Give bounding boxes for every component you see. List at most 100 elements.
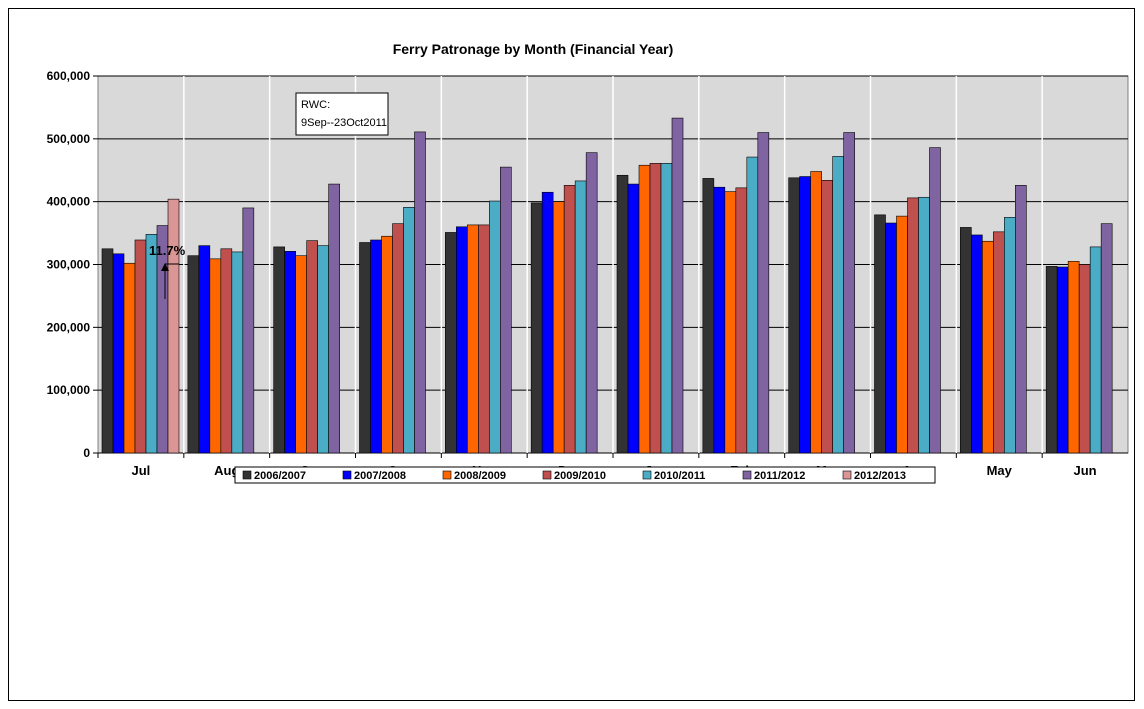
bar-2010-2011-dec [574, 180, 587, 454]
legend-box [234, 466, 936, 484]
bar-2009-2010-aug [220, 248, 233, 454]
bar-2009-2010-sep [306, 240, 318, 454]
rwc-annotation-line1: RWC: [301, 99, 330, 111]
bar-2009-2010-may [993, 231, 1005, 454]
bar-2006-2007-jan [616, 174, 629, 454]
legend-label: 2010/2011 [654, 470, 705, 482]
y-tick-label: 0 [83, 446, 90, 460]
bar-2010-2011-apr [918, 196, 930, 454]
bar-2007-2008-sep [284, 251, 296, 454]
y-tick-label: 400,000 [47, 195, 91, 209]
bar-2010-2011-aug [231, 251, 244, 454]
y-tick-label: 100,000 [47, 383, 91, 397]
legend-label: 2006/2007 [254, 470, 306, 482]
legend-swatch [842, 470, 852, 480]
bar-2008-2009-jul [123, 262, 136, 454]
bar-2008-2009-may [982, 240, 994, 454]
bar-2009-2010-mar [821, 180, 833, 454]
rwc-annotation-box: RWC: 9Sep--23Oct2011 [295, 92, 389, 136]
bar-2012-2013-jul [167, 198, 180, 454]
bar-2007-2008-mar [799, 176, 811, 454]
bar-2011-2012-may [1015, 185, 1027, 454]
bar-2011-2012-oct [414, 131, 426, 454]
y-tick-label: 300,000 [47, 258, 91, 272]
bar-2011-2012-feb [757, 132, 770, 454]
bar-2011-2012-jul [156, 225, 169, 454]
bar-2006-2007-sep [273, 246, 285, 454]
bar-2009-2010-jun [1078, 264, 1091, 454]
bar-2006-2007-aug [187, 255, 200, 454]
y-axis-tick-labels: 0 100,000 200,000 300,000 400,000 500,000 600,… [47, 69, 91, 460]
bar-2010-2011-jun [1089, 246, 1102, 454]
bar-2008-2009-aug [209, 258, 222, 454]
bar-2007-2008-may [971, 234, 983, 454]
bar-2009-2010-jul [134, 239, 147, 454]
bar-2007-2008-aug [198, 245, 211, 454]
bar-2010-2011-feb [746, 156, 759, 454]
legend-label: 2011/2012 [754, 470, 805, 482]
bar-2009-2010-oct [392, 223, 404, 454]
bar-2006-2007-dec [530, 202, 543, 454]
legend: 2006/2007 2007/2008 2008/2009 2009/2010 2010… [234, 466, 936, 484]
y-tick-label: 500,000 [47, 132, 91, 146]
bar-2010-2011-may [1004, 217, 1016, 454]
legend-swatch [342, 470, 352, 480]
bar-2008-2009-dec [552, 201, 565, 454]
bar-2011-2012-apr [929, 147, 941, 454]
bar-2008-2009-nov [467, 224, 479, 454]
bar-2007-2008-feb [713, 186, 726, 454]
bar-2006-2007-jun [1045, 266, 1058, 454]
bar-2006-2007-feb [702, 178, 715, 454]
legend-label: 2008/2009 [454, 470, 506, 482]
legend-label: 2007/2008 [354, 470, 406, 482]
legend-label: 2009/2010 [554, 470, 606, 482]
bar-2007-2008-nov [456, 226, 468, 454]
bar-2006-2007-apr [874, 214, 886, 454]
bar-2011-2012-jun [1100, 223, 1113, 454]
bar-2008-2009-jun [1067, 261, 1080, 454]
growth-label: 11.7% [149, 243, 186, 258]
bar-2007-2008-apr [885, 222, 897, 454]
bar-2008-2009-oct [381, 235, 393, 454]
bar-2006-2007-nov [445, 232, 457, 454]
bar-2011-2012-mar [843, 132, 855, 454]
x-tick-label: May [987, 463, 1013, 478]
bar-2007-2008-jul [112, 253, 125, 454]
chart-frame: Ferry Patronage by Month (Financial Year… [8, 8, 1135, 701]
bar-2006-2007-mar [788, 177, 800, 454]
legend-swatch [642, 470, 652, 480]
bar-2008-2009-sep [295, 255, 307, 454]
growth-annotation: 11.7% [149, 243, 186, 299]
bar-2010-2011-nov [489, 200, 501, 454]
bar-2010-2011-jan [660, 163, 673, 454]
legend-swatch [442, 470, 452, 480]
chart-title: Ferry Patronage by Month (Financial Year… [393, 41, 674, 57]
gridlines [93, 75, 1128, 458]
bar-2006-2007-may [960, 227, 972, 454]
bar-2011-2012-dec [585, 152, 598, 454]
bar-2010-2011-oct [403, 207, 415, 454]
bar-2011-2012-nov [500, 166, 512, 454]
bar-2007-2008-dec [541, 191, 554, 454]
bars [101, 117, 1113, 454]
bar-2008-2009-feb [724, 191, 737, 454]
x-tick-label: Jun [1074, 463, 1097, 478]
x-tick-label: Jul [132, 463, 151, 478]
bar-2009-2010-jan [649, 163, 662, 454]
bar-2007-2008-oct [370, 239, 382, 454]
growth-arrow-head [161, 263, 169, 271]
legend-swatch [742, 470, 752, 480]
bar-2006-2007-oct [359, 242, 371, 454]
legend-swatch [242, 470, 252, 480]
bar-2008-2009-mar [810, 171, 822, 454]
bar-2011-2012-aug [242, 207, 255, 454]
bar-2009-2010-feb [735, 187, 748, 454]
bar-2006-2007-jul [101, 248, 114, 454]
bar-2009-2010-nov [478, 224, 490, 454]
bar-2010-2011-sep [317, 245, 329, 454]
legend-swatch [542, 470, 552, 480]
legend-label: 2012/2013 [854, 470, 906, 482]
bar-2009-2010-apr [907, 197, 919, 454]
y-tick-label: 600,000 [47, 69, 91, 83]
bar-2011-2012-jan [671, 117, 684, 454]
